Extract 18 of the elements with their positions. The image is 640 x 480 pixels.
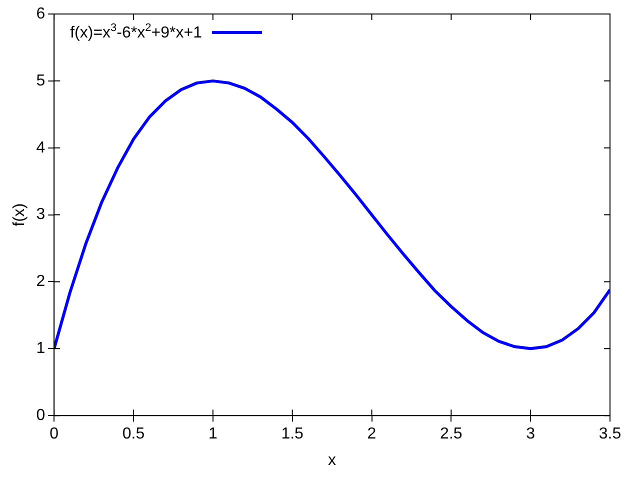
y-tick-label: 2 [36, 273, 46, 290]
x-tick-label: 2.5 [440, 426, 462, 443]
x-axis-title: x [328, 452, 336, 469]
y-tick-label: 6 [36, 5, 46, 22]
x-tick-label: 1.5 [281, 426, 304, 443]
x-tick-label: 3.5 [598, 426, 622, 443]
x-tick-label: 3 [526, 426, 536, 443]
y-tick-label: 3 [36, 206, 46, 224]
y-tick-label: 5 [36, 72, 46, 90]
y-axis-title: f(x) [11, 203, 28, 226]
x-tick-label: 0.5 [122, 426, 145, 443]
y-tick-label: 4 [36, 139, 46, 156]
x-tick-label: 1 [208, 426, 218, 443]
x-tick-label: 0 [50, 426, 59, 443]
legend-label: f(x)=x$^{3}$-6*x$^{2}$+9*x+1 [70, 22, 202, 42]
y-tick-label: 1 [36, 340, 46, 358]
y-tick-label: 0 [36, 407, 46, 424]
x-tick-label: 2 [367, 426, 376, 443]
